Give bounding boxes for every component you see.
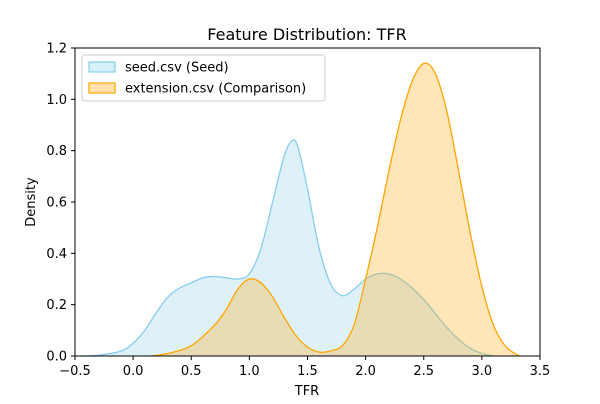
x-axis: −0.5 0.0 0.5 1.0 1.5 2.0 2.5 3.0 3.5 — [59, 356, 550, 379]
x-tick-label: 1.0 — [239, 364, 260, 379]
legend-swatch — [88, 82, 116, 94]
series-2-area — [150, 63, 521, 356]
x-tick-label: 2.0 — [355, 364, 376, 379]
series-1-area — [80, 139, 494, 356]
series-2-line — [150, 62, 521, 357]
series-1-line — [80, 139, 494, 357]
x-tick-label: 0.5 — [181, 364, 202, 379]
chart-title: Feature Distribution: TFR — [207, 25, 406, 44]
x-tick-label: 3.0 — [472, 364, 493, 379]
x-tick-label: 2.5 — [413, 364, 434, 379]
x-tick-label: 1.5 — [297, 364, 318, 379]
series-layer — [80, 62, 521, 357]
legend-box — [81, 54, 326, 102]
x-tick-label: −0.5 — [59, 364, 91, 379]
y-tick-label: 1.2 — [46, 42, 67, 57]
y-tick-label: 0.4 — [46, 247, 67, 262]
legend-label: extension.csv (Comparison) — [125, 82, 306, 97]
y-tick-label: 0.2 — [46, 298, 67, 313]
y-tick-label: 1.0 — [46, 93, 67, 108]
y-axis-label: Density — [24, 177, 39, 227]
y-tick-label: 0.8 — [46, 144, 67, 159]
legend-label: seed.csv (Seed) — [125, 61, 229, 76]
legend: seed.csv (Seed) extension.csv (Comparison… — [81, 54, 326, 102]
y-tick-label: 0.6 — [46, 196, 67, 211]
legend-swatch — [88, 61, 116, 73]
y-axis: 0.0 0.2 0.4 0.6 0.8 1.0 1.2 — [46, 42, 75, 365]
x-tick-label: 3.5 — [530, 364, 551, 379]
x-axis-label: TFR — [294, 384, 319, 399]
x-tick-label: 0.0 — [123, 364, 144, 379]
y-tick-label: 0.0 — [46, 350, 67, 365]
